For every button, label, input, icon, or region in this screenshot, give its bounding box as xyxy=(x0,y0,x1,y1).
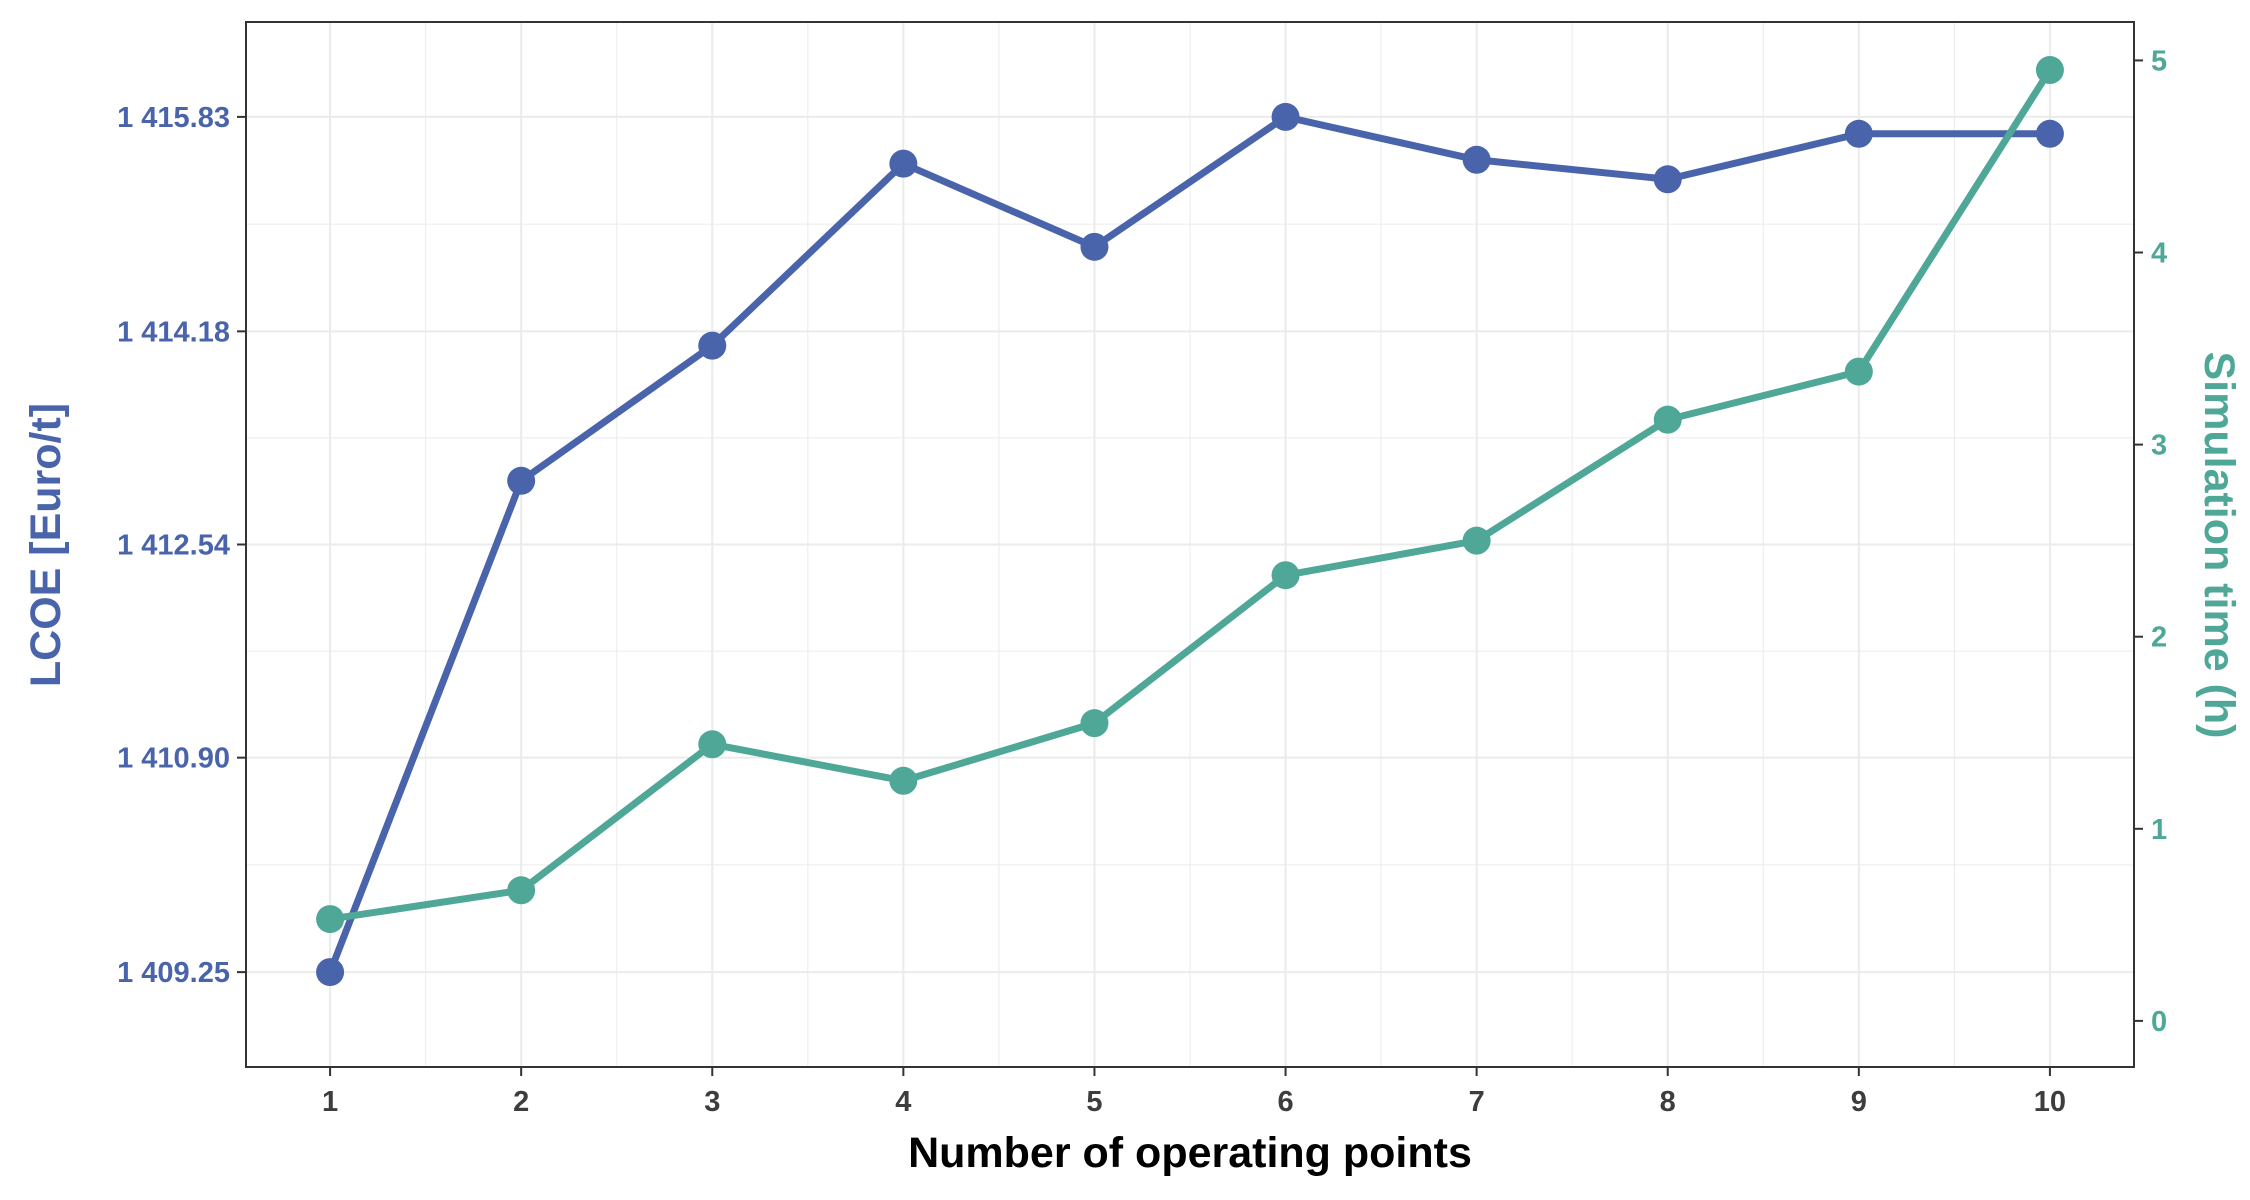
simulation-time-point xyxy=(507,876,536,905)
y2-axis-title: Simulation time (h) xyxy=(2195,352,2243,739)
y2-tick-label: 3 xyxy=(2151,430,2167,462)
simulation-time-point xyxy=(316,905,345,934)
grid xyxy=(246,22,2134,1067)
y2-tick-label: 5 xyxy=(2151,45,2167,77)
x-tick-label: 10 xyxy=(2034,1086,2066,1118)
x-tick-label: 7 xyxy=(1469,1086,1485,1118)
lcoe-point xyxy=(1271,102,1300,131)
y-tick-label: 1 412.54 xyxy=(117,530,230,562)
y-tick-label: 1 415.83 xyxy=(117,102,230,134)
x-tick-label: 2 xyxy=(513,1086,529,1118)
lcoe-point xyxy=(1844,119,1873,148)
x-tick-label: 6 xyxy=(1277,1086,1293,1118)
simulation-time-point xyxy=(1271,561,1300,590)
y2-tick-label: 4 xyxy=(2151,238,2167,270)
x-tick-label: 1 xyxy=(322,1086,338,1118)
x-tick-label: 9 xyxy=(1851,1086,1867,1118)
axes: 1 2 3 4 5 6 7 8 9 101 409.251 410.901 412.541 414… xyxy=(117,45,2167,1118)
simulation-time-point xyxy=(1844,357,1873,386)
x-tick-label: 8 xyxy=(1660,1086,1676,1118)
simulation-time-point xyxy=(1462,526,1491,555)
simulation-time-point xyxy=(698,730,727,759)
simulation-time-point xyxy=(1653,405,1682,434)
y-tick-label: 1 414.18 xyxy=(117,316,230,348)
simulation-time-point xyxy=(2035,56,2064,85)
x-tick-label: 3 xyxy=(704,1086,720,1118)
y2-tick-label: 2 xyxy=(2151,622,2167,654)
lcoe-point xyxy=(1462,145,1491,174)
x-tick-label: 5 xyxy=(1086,1086,1102,1118)
y-tick-label: 1 410.90 xyxy=(117,743,230,775)
lcoe-line xyxy=(326,113,2054,976)
simulation-time-point xyxy=(889,766,918,795)
lcoe-point xyxy=(2035,119,2064,148)
lcoe-point xyxy=(889,149,918,178)
series-layer xyxy=(316,56,2064,987)
lcoe-point xyxy=(1653,165,1682,194)
y-tick-label: 1 409.25 xyxy=(117,957,230,989)
simulation-time-point xyxy=(1080,709,1109,738)
lcoe-point xyxy=(507,466,536,495)
lcoe-point xyxy=(316,958,345,987)
lcoe-point xyxy=(1080,232,1109,261)
simulation-time-line xyxy=(326,66,2054,923)
lcoe-point xyxy=(698,331,727,360)
y2-tick-label: 1 xyxy=(2151,814,2167,846)
x-axis-title: Number of operating points xyxy=(908,1129,1472,1177)
y2-tick-label: 0 xyxy=(2151,1006,2167,1038)
x-tick-label: 4 xyxy=(895,1086,911,1118)
y-axis-title: LCOE [Euro/t] xyxy=(22,403,70,687)
